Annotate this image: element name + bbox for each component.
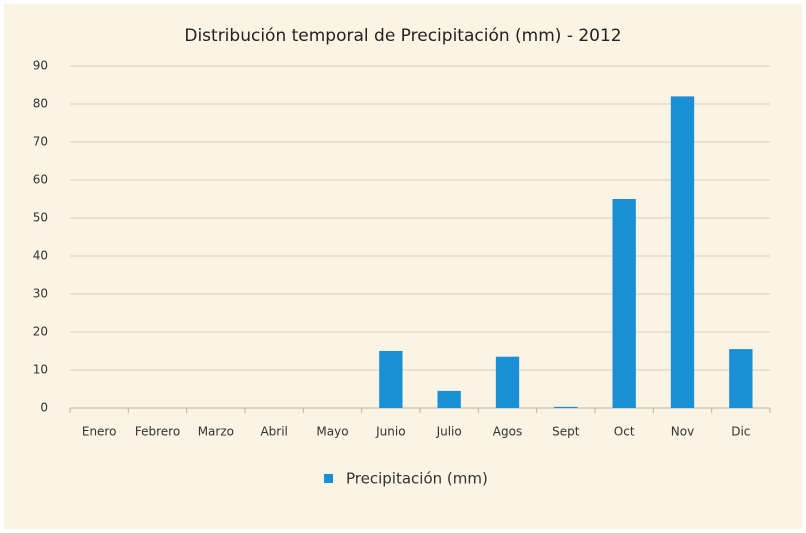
x-tick-label: Julio bbox=[436, 425, 462, 439]
y-tick-label: 0 bbox=[40, 401, 48, 415]
x-tick-label: Sept bbox=[552, 425, 580, 439]
bar bbox=[554, 406, 578, 408]
bar bbox=[495, 356, 520, 408]
legend-swatch bbox=[324, 474, 333, 483]
bar bbox=[437, 390, 461, 408]
y-tick-label: 30 bbox=[33, 287, 48, 301]
y-tick-label: 60 bbox=[33, 173, 48, 187]
bar bbox=[729, 349, 753, 408]
bar bbox=[612, 199, 636, 408]
bar bbox=[379, 351, 403, 408]
y-tick-label: 40 bbox=[33, 249, 48, 263]
y-tick-label: 50 bbox=[33, 211, 48, 225]
y-tick-label: 20 bbox=[33, 325, 48, 339]
chart-background bbox=[4, 4, 802, 529]
x-tick-label: Abril bbox=[260, 425, 287, 439]
x-tick-label: Dic bbox=[731, 425, 750, 439]
x-tick-label: Nov bbox=[671, 425, 694, 439]
bar bbox=[670, 96, 695, 409]
x-tick-label: Febrero bbox=[135, 425, 180, 439]
y-tick-label: 80 bbox=[33, 97, 48, 111]
x-tick-label: Oct bbox=[614, 425, 635, 439]
chart-title: Distribución temporal de Precipitación (… bbox=[184, 26, 621, 46]
y-tick-label: 70 bbox=[33, 135, 48, 149]
legend-label: Precipitación (mm) bbox=[346, 470, 488, 488]
x-tick-label: Mayo bbox=[316, 425, 348, 439]
y-tick-label: 10 bbox=[33, 363, 48, 377]
x-tick-label: Junio bbox=[375, 425, 405, 439]
x-tick-label: Enero bbox=[82, 425, 117, 439]
x-tick-label: Marzo bbox=[198, 425, 234, 439]
x-tick-label: Agos bbox=[493, 425, 522, 439]
y-tick-label: 90 bbox=[33, 59, 48, 73]
